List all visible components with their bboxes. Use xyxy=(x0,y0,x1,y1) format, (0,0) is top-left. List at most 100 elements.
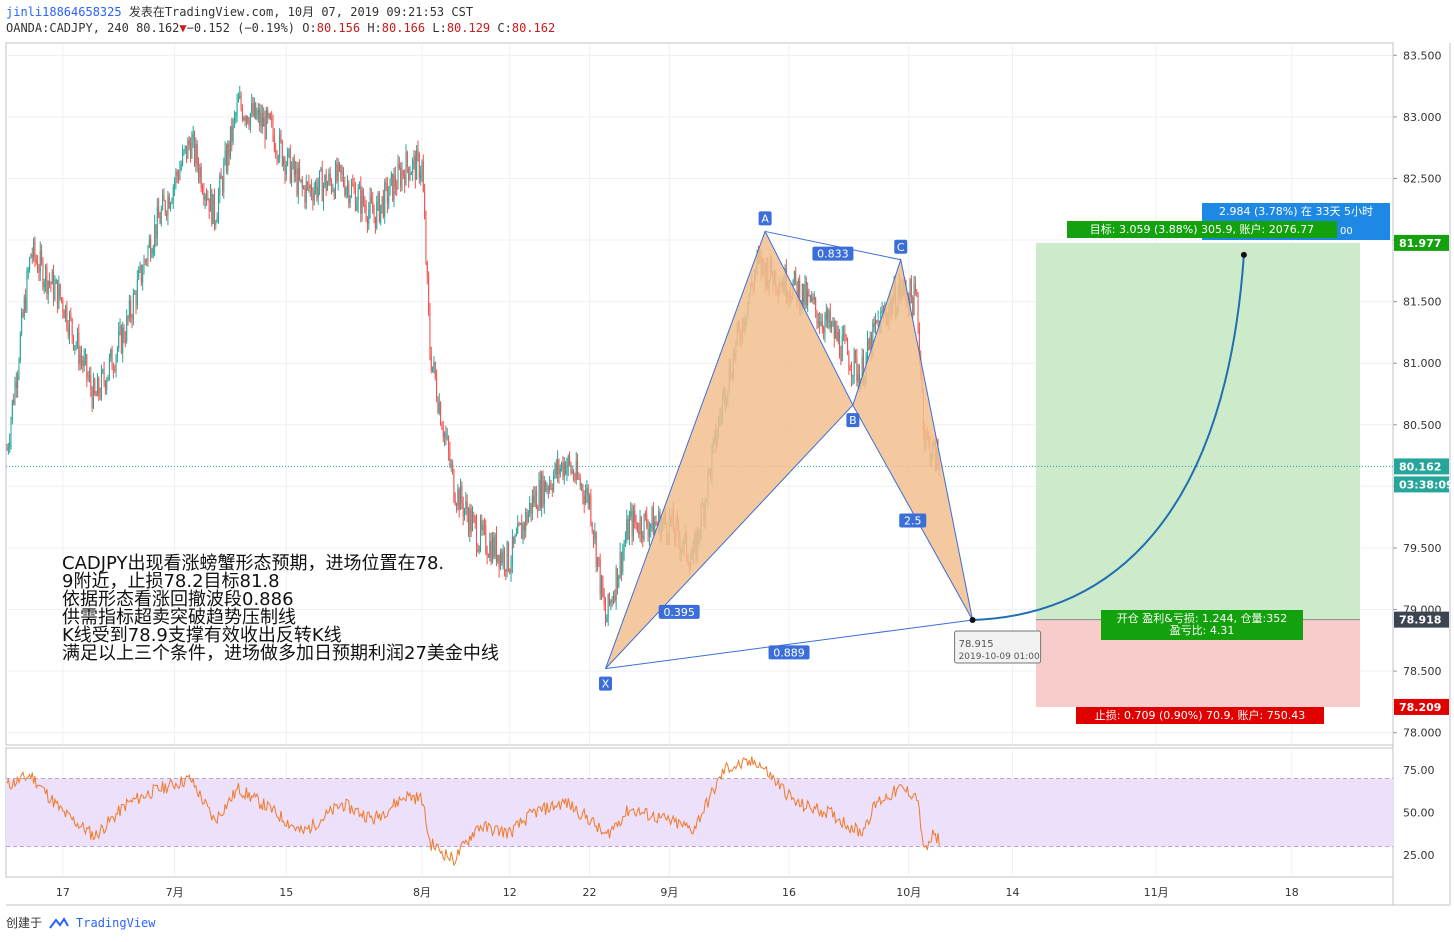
candle-body xyxy=(370,195,372,202)
candle-body xyxy=(272,119,274,136)
candle-body xyxy=(643,513,645,539)
candle-body xyxy=(268,113,270,118)
candle-body xyxy=(607,593,609,619)
candle-body xyxy=(69,313,71,336)
candle-body xyxy=(452,464,454,470)
ratio-ac-bg xyxy=(812,246,854,261)
y-tick-label: 82.500 xyxy=(1403,172,1442,185)
candle-body xyxy=(257,110,259,115)
candle-body xyxy=(493,537,495,557)
candle-body xyxy=(793,270,795,284)
projection-label: 2.984 (3.78%) 在 33天 5小时 xyxy=(1219,205,1373,218)
candle-body xyxy=(284,158,286,175)
candle-body xyxy=(393,175,395,201)
candle-body xyxy=(623,545,625,552)
candle-body xyxy=(240,95,242,108)
point-d-marker xyxy=(969,616,976,623)
entry-label: 开仓 盈利&亏损: 1.244, 仓量:352 xyxy=(1117,611,1287,625)
candle-body xyxy=(84,354,86,358)
candle-body xyxy=(65,305,67,319)
candle-body xyxy=(373,213,375,217)
candle-body xyxy=(86,354,88,378)
candle-body xyxy=(90,375,92,390)
candle-body xyxy=(523,523,525,531)
candle-body xyxy=(469,508,471,534)
tradingview-link[interactable]: TradingView xyxy=(76,915,156,930)
candle-body xyxy=(243,117,245,120)
candle-body xyxy=(144,260,146,262)
candle-body xyxy=(871,336,872,356)
candle-body xyxy=(114,369,116,371)
candle-body xyxy=(579,478,581,487)
stop-label-bg xyxy=(1076,707,1324,724)
candle-body xyxy=(406,152,408,168)
candle-body xyxy=(634,510,636,523)
ratio-bd: 2.5 xyxy=(904,515,922,528)
candle-body xyxy=(62,299,64,311)
pattern-point-b-bg xyxy=(846,413,860,428)
candle-body xyxy=(434,362,436,378)
candle-body xyxy=(297,168,299,195)
candle-body xyxy=(877,320,879,323)
note-line: 供需指标超卖突破趋势压制线 xyxy=(62,607,296,628)
candle-body xyxy=(215,222,217,225)
candle-body xyxy=(301,179,303,189)
candle-body xyxy=(497,554,499,562)
candle-body xyxy=(529,503,531,513)
ratio-ac: 0.833 xyxy=(817,248,849,261)
candle-body xyxy=(354,187,356,211)
entry-label: 盈亏比: 4.31 xyxy=(1170,624,1235,637)
candle-body xyxy=(175,171,177,183)
candle-body xyxy=(808,291,810,295)
candle-body xyxy=(358,185,360,189)
candle-body xyxy=(841,335,843,362)
candle-body xyxy=(55,279,57,284)
candle-body xyxy=(916,293,918,295)
candle-body xyxy=(852,374,854,377)
countdown-badge: 03:38:09 xyxy=(1399,478,1454,491)
candle-body xyxy=(34,240,36,259)
candle-body xyxy=(118,331,120,349)
candle-body xyxy=(857,373,859,382)
candle-body xyxy=(323,185,325,202)
candle-body xyxy=(14,381,16,404)
candle-body xyxy=(362,190,364,205)
candle-body xyxy=(269,113,271,119)
candle-body xyxy=(912,297,914,315)
candle-body xyxy=(21,312,23,335)
candle-body xyxy=(501,552,503,563)
rsi-tick-label: 25.00 xyxy=(1403,849,1435,862)
candle-body xyxy=(143,260,145,275)
candle-body xyxy=(563,462,565,477)
candle-body xyxy=(506,542,508,572)
ratio-xd-bg xyxy=(768,645,810,660)
candle-body xyxy=(525,512,527,531)
candle-body xyxy=(259,110,261,127)
candle-body xyxy=(220,175,222,179)
countdown-badge-bg xyxy=(1394,476,1449,493)
candle-body xyxy=(171,200,173,204)
candle-body xyxy=(61,297,63,300)
candle-body xyxy=(256,114,258,119)
candle-body xyxy=(446,437,448,439)
author-link[interactable]: jinli18864658325 xyxy=(6,5,122,19)
y-tick-label: 83.000 xyxy=(1403,111,1442,124)
candle-body xyxy=(228,143,230,157)
candle-body xyxy=(611,600,613,603)
candle-body xyxy=(598,557,600,560)
y-tick-label: 83.500 xyxy=(1403,49,1442,62)
candle-body xyxy=(464,508,466,517)
candle-body xyxy=(187,140,189,159)
candle-body xyxy=(414,155,416,180)
pattern-point-x: X xyxy=(602,678,610,691)
candle-body xyxy=(331,180,333,191)
candle-body xyxy=(244,117,246,122)
target-price-badge: 81.977 xyxy=(1399,237,1441,250)
candle-body xyxy=(209,190,211,212)
candle-body xyxy=(253,102,255,116)
candle-body xyxy=(606,618,608,623)
candle-body xyxy=(237,98,239,103)
candle-body xyxy=(448,437,450,452)
candle-body xyxy=(873,322,875,328)
candle-body xyxy=(224,150,226,164)
